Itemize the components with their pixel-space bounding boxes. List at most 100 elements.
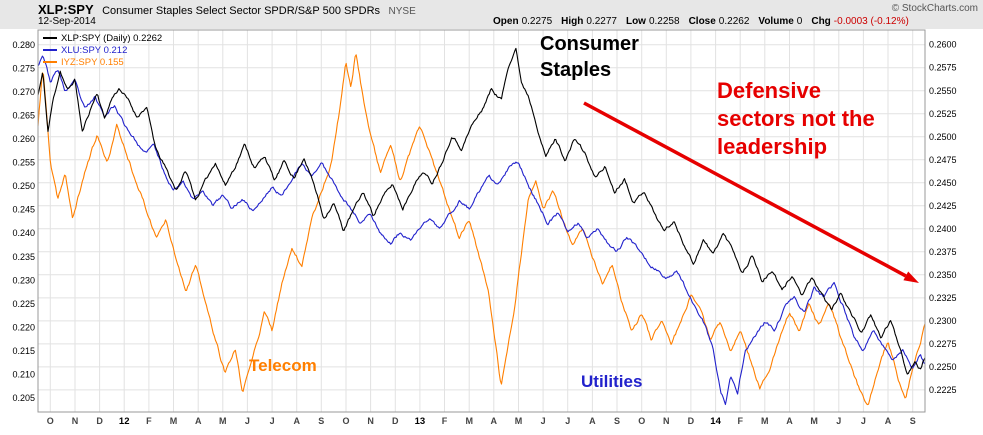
xlu-spy-legend-label: XLU:SPY 0.212	[61, 45, 127, 56]
left-axis-tick: 0.255	[12, 158, 35, 168]
right-axis-tick: 0.2600	[929, 40, 957, 50]
consumer-staples-label: Staples	[540, 59, 611, 81]
quote-value: 0.2277	[586, 16, 617, 27]
left-axis-tick: 0.280	[12, 40, 35, 50]
x-axis-tick: N	[72, 416, 79, 426]
x-axis-tick: J	[565, 416, 570, 426]
right-axis-tick: 0.2225	[929, 385, 957, 395]
x-axis-tick: A	[491, 416, 498, 426]
x-axis-tick: M	[515, 416, 523, 426]
defensive-label: sectors not the	[717, 106, 875, 131]
right-axis-tick: 0.2275	[929, 339, 957, 349]
x-axis-tick: 13	[415, 416, 426, 427]
x-axis-tick: J	[836, 416, 841, 426]
x-axis-tick: A	[885, 416, 892, 426]
right-axis-tick: 0.2375	[929, 247, 957, 257]
left-axis-tick: 0.245	[12, 205, 35, 215]
x-axis-tick: O	[47, 416, 54, 426]
right-axis-tick: 0.2350	[929, 270, 957, 280]
left-axis-tick: 0.215	[12, 346, 35, 356]
x-axis-tick: D	[96, 416, 103, 426]
utilities-label: Utilities	[581, 372, 642, 391]
date-label: 12-Sep-2014	[38, 16, 96, 27]
left-axis-tick: 0.210	[12, 369, 35, 379]
right-axis-tick: 0.2550	[929, 86, 957, 96]
x-axis-tick: A	[195, 416, 202, 426]
left-axis-tick: 0.220	[12, 322, 35, 332]
copyright-label: © StockCharts.com	[891, 3, 978, 14]
x-axis-tick: N	[367, 416, 374, 426]
x-axis-tick: A	[293, 416, 300, 426]
x-axis-tick: J	[270, 416, 275, 426]
telecom-label: Telecom	[249, 356, 317, 375]
series-lines	[37, 47, 926, 406]
left-axis-tick: 0.275	[12, 64, 35, 74]
x-axis-tick: S	[910, 416, 916, 426]
defensive-label: Defensive	[717, 78, 821, 103]
security-name: Consumer Staples Select Sector SPDR/S&P …	[102, 5, 381, 17]
left-axis-tick: 0.240	[12, 228, 35, 238]
x-axis-tick: S	[614, 416, 620, 426]
left-axis-tick: 0.230	[12, 275, 35, 285]
trend-arrow-head	[903, 271, 919, 283]
iyz-spy-line	[37, 54, 926, 406]
quote-label: Low	[625, 16, 646, 27]
x-axis-tick: F	[442, 416, 448, 426]
x-axis-tick: N	[663, 416, 670, 426]
right-axis-tick: 0.2575	[929, 63, 957, 73]
quote-label: Close	[688, 16, 716, 27]
left-axis-tick: 0.260	[12, 134, 35, 144]
x-axis-tick: M	[170, 416, 178, 426]
x-axis-tick: M	[810, 416, 818, 426]
x-axis-tick: D	[688, 416, 695, 426]
x-axis-tick: O	[342, 416, 349, 426]
quote-label: High	[561, 16, 584, 27]
x-axis-tick: A	[786, 416, 793, 426]
x-axis-tick: J	[861, 416, 866, 426]
x-axis-tick: M	[761, 416, 769, 426]
x-axis-tick: M	[219, 416, 227, 426]
trend-arrow-shaft	[583, 101, 907, 278]
annotations: Consumer Staples Defensive sectors not the l…	[249, 33, 919, 391]
quote-value: 0.2262	[718, 16, 750, 27]
left-axis-tick: 0.225	[12, 299, 35, 309]
quote-label: Volume	[758, 16, 794, 27]
x-axis-tick: 14	[710, 416, 721, 427]
x-axis-tick: D	[392, 416, 399, 426]
left-axis-tick: 0.235	[12, 252, 35, 262]
defensive-label: leadership	[717, 134, 827, 159]
x-axis-tick: A	[589, 416, 596, 426]
right-axis-tick: 0.2250	[929, 362, 957, 372]
exchange-label: NYSE	[388, 6, 416, 17]
right-axis-tick: 0.2425	[929, 201, 957, 211]
left-axis-tick: 0.265	[12, 111, 35, 121]
xlp-spy-legend-label: XLP:SPY (Daily) 0.2262	[61, 33, 162, 44]
x-axis-tick: F	[146, 416, 152, 426]
x-axis-tick: F	[737, 416, 743, 426]
quote-value: 0	[796, 16, 803, 27]
quote-value: -0.0003 (-0.12%)	[833, 16, 909, 27]
quote-label: Open	[493, 16, 519, 27]
chart-header: XLP:SPY Consumer Staples Select Sector S…	[0, 0, 983, 29]
right-axis-tick: 0.2450	[929, 178, 957, 188]
x-axis-tick: 12	[119, 416, 130, 427]
ticker-symbol: XLP:SPY	[38, 2, 94, 17]
x-axis-tick: O	[638, 416, 645, 426]
quote-label: Chg	[811, 16, 831, 27]
right-axis-tick: 0.2500	[929, 132, 957, 142]
title-line: XLP:SPY Consumer Staples Select Sector S…	[38, 1, 416, 19]
iyz-spy-legend-label: IYZ:SPY 0.155	[61, 57, 124, 68]
left-axis-tick: 0.270	[12, 87, 35, 97]
x-axis-tick: S	[318, 416, 324, 426]
xlu-spy-line	[37, 55, 926, 406]
right-axis-tick: 0.2325	[929, 293, 957, 303]
left-axis-tick: 0.250	[12, 181, 35, 191]
gridlines	[38, 30, 925, 412]
right-axis-tick: 0.2525	[929, 109, 957, 119]
right-axis-tick: 0.2475	[929, 155, 957, 165]
xlp-spy-line	[37, 47, 926, 375]
x-axis-tick: J	[245, 416, 250, 426]
